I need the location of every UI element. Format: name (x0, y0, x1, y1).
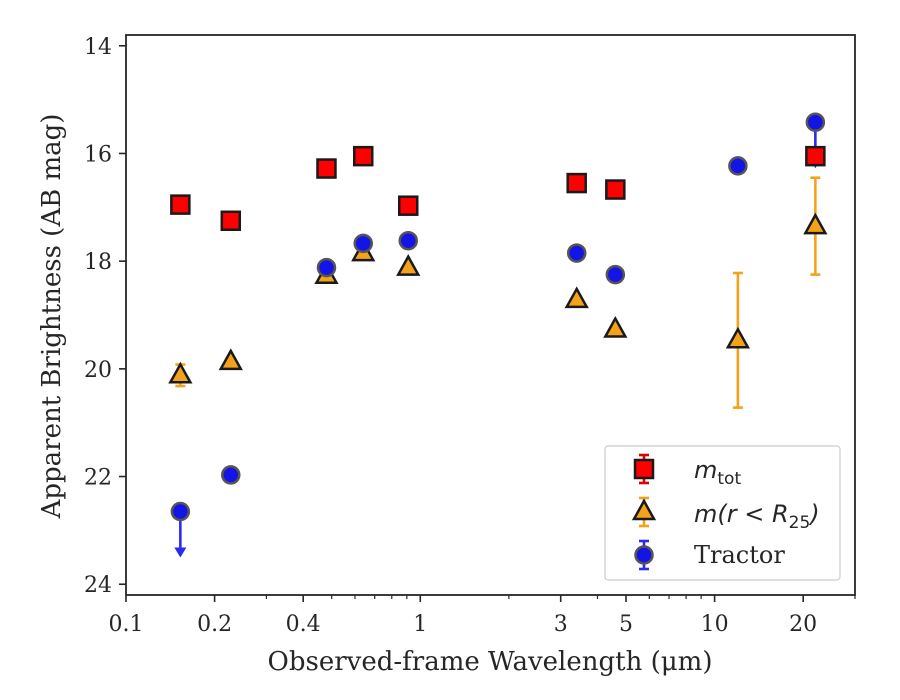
x-tick-label: 1 (413, 612, 427, 637)
mtot-marker (353, 145, 374, 167)
y-tick-label: 14 (84, 35, 112, 60)
y-axis-ticks: 14 16 18 20 22 24 (84, 35, 126, 598)
x-tick-label: 0.4 (286, 612, 321, 637)
legend: mtot m(r < R25) Tractor (604, 445, 841, 581)
tractor-marker (566, 243, 587, 263)
m-r25-marker (168, 361, 193, 384)
mtot-marker (397, 195, 419, 216)
tractor-marker (353, 233, 374, 254)
y-axis-title: Apparent Brightness (AB mag) (37, 114, 67, 520)
m-r25-marker (603, 315, 628, 338)
x-axis-ticks: 0.1 0.2 0.4 1 3 5 10 20 (109, 595, 856, 637)
tractor-arrow-head (174, 547, 187, 558)
mtot-marker (316, 158, 337, 179)
tractor-marker (728, 156, 748, 176)
y-tick-label: 18 (84, 250, 112, 275)
mtot-marker (605, 179, 626, 200)
legend-box (604, 445, 841, 581)
m-r25-marker (725, 326, 751, 349)
mtot-marker (220, 210, 242, 232)
legend-m-r25-marker (631, 498, 657, 521)
mtot-marker (170, 194, 191, 215)
x-tick-label: 0.1 (109, 612, 144, 637)
x-tick-label: 3 (554, 612, 568, 637)
x-tick-label: 5 (619, 612, 633, 637)
tractor-marker (221, 465, 241, 485)
m-r25-marker (803, 212, 828, 235)
mtot-marker (805, 145, 826, 167)
y-tick-label: 20 (84, 358, 112, 383)
tractor-marker (316, 257, 337, 278)
data-markers (168, 112, 828, 522)
x-axis-title: Observed-frame Wavelength (μm) (268, 647, 713, 677)
tractor-marker (605, 264, 626, 285)
tractor-marker (805, 112, 826, 132)
legend-tractor-marker (634, 545, 654, 565)
plot-frame (125, 34, 856, 596)
y-tick-label: 16 (84, 142, 112, 167)
legend-markers (631, 453, 657, 571)
legend-label-tractor: Tractor (694, 541, 785, 569)
y-tick-label: 22 (84, 466, 112, 491)
m-r25-marker (564, 286, 589, 309)
y-tick-label: 24 (84, 573, 112, 598)
legend-label-mtot: mtot (694, 456, 741, 489)
legend-label-m-r25: m(r < R25) (694, 500, 820, 533)
x-tick-label: 20 (789, 612, 817, 637)
x-tick-label: 0.2 (197, 612, 232, 637)
m-r25-marker (396, 254, 421, 276)
mtot-marker (566, 172, 587, 194)
x-tick-label: 10 (701, 612, 729, 637)
tractor-marker (398, 230, 418, 251)
tractor-marker (170, 501, 191, 522)
legend-mtot-marker (633, 458, 655, 480)
m-r25-marker (218, 348, 243, 371)
